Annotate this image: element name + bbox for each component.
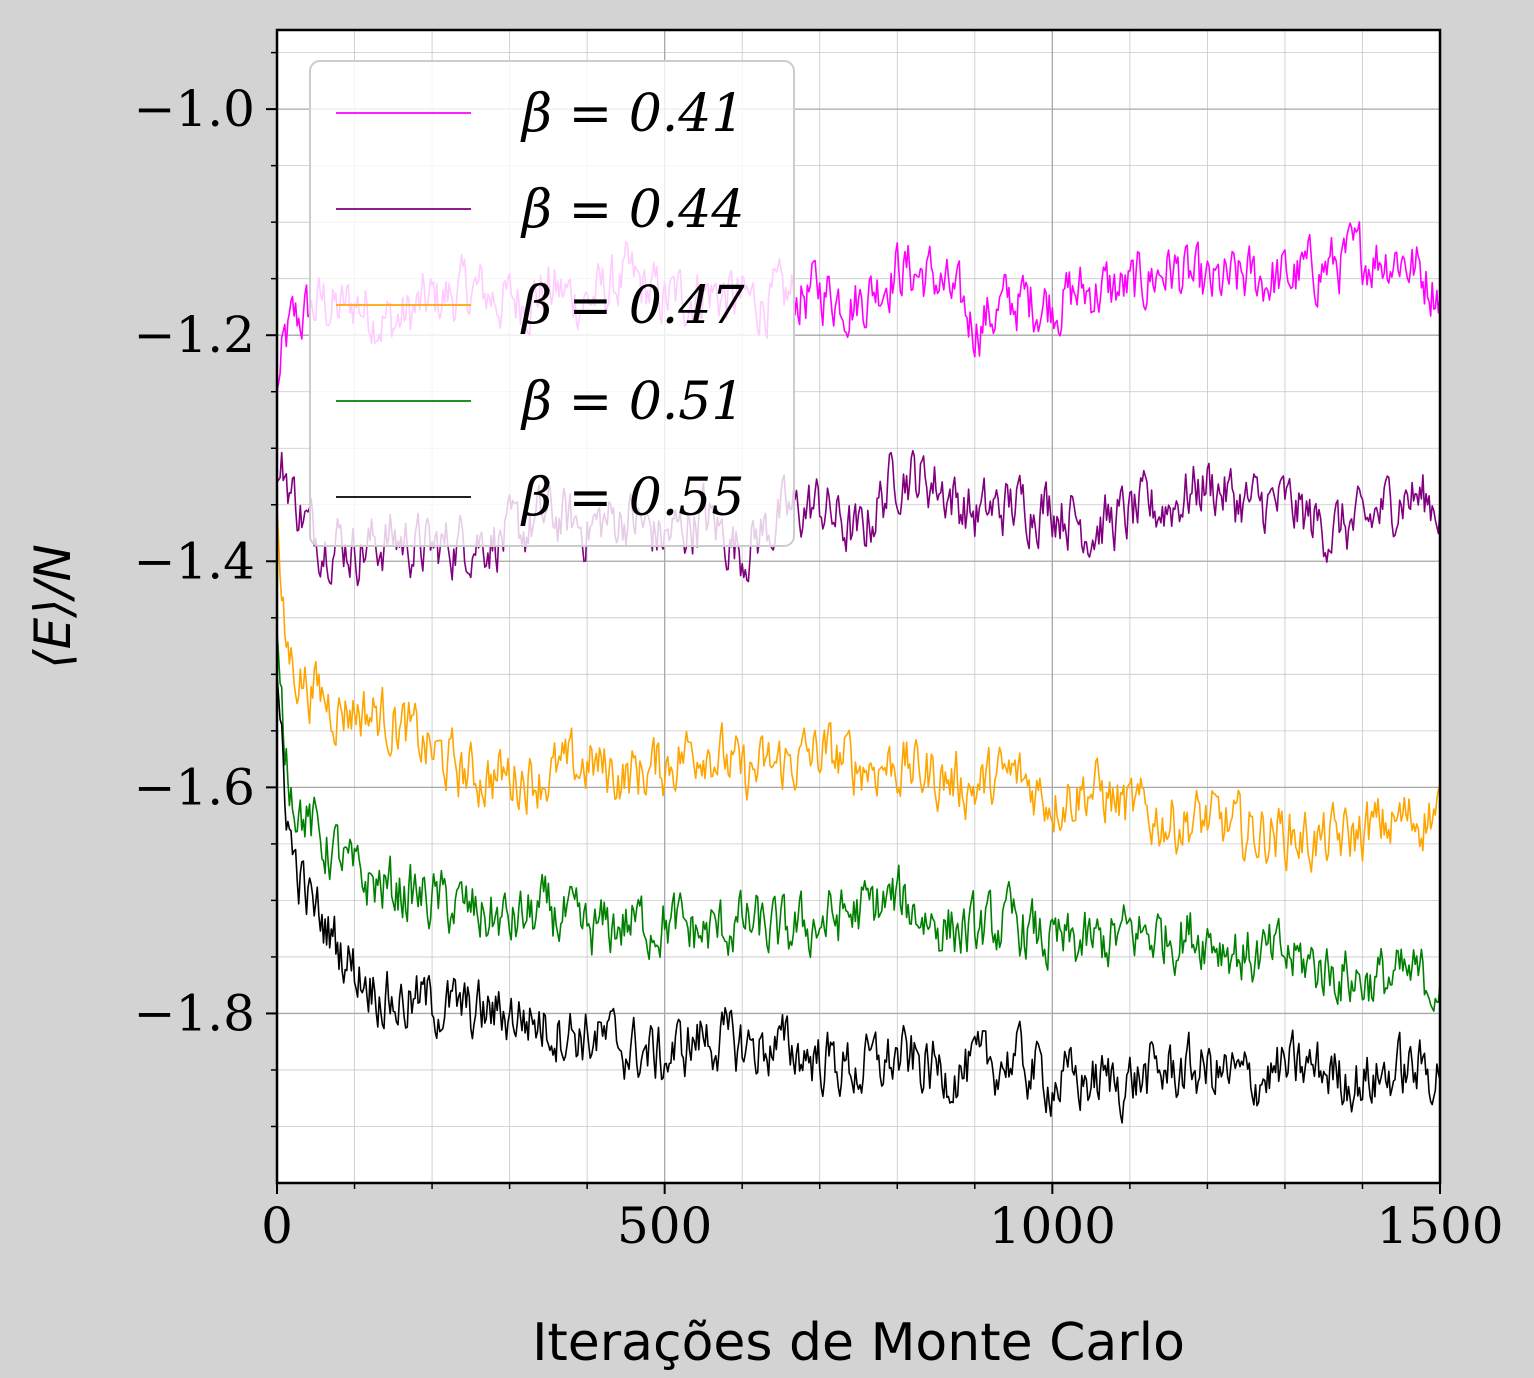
legend-label-4: β = 0.55 — [520, 468, 744, 528]
legend-label-1: β = 0.44 — [520, 180, 744, 240]
series-line-2 — [276, 504, 1441, 873]
series-line-1 — [276, 449, 1441, 587]
x-tick-label: 500 — [617, 1197, 712, 1255]
legend-box — [309, 60, 795, 547]
series-line-3 — [276, 629, 1441, 1012]
plot-frame — [275, 28, 1442, 1185]
legend-label-2: β = 0.47 — [520, 276, 745, 336]
x-tick-label: 1500 — [1376, 1197, 1503, 1255]
legend: β = 0.41 β = 0.44 β = 0.47 β = 0.51 β = 0.55 — [309, 60, 795, 547]
legend-label-3: β = 0.51 — [520, 372, 744, 432]
x-tick-label: 0 — [261, 1197, 293, 1255]
x-tick-label: 1000 — [989, 1197, 1116, 1255]
x-axis-label: Iterações de Monte Carlo — [532, 1313, 1185, 1373]
legend-label-0: β = 0.41 — [520, 84, 744, 144]
y-tick-label: −1.4 — [134, 532, 255, 590]
tick-labels: 0 500 1000 1500 −1.0 −1.2 −1.4 −1.6 −1.8 — [134, 80, 1504, 1255]
y-tick-label: −1.0 — [134, 80, 255, 138]
y-tick-label: −1.6 — [134, 758, 255, 816]
y-tick-label: −1.8 — [134, 984, 255, 1042]
series-line-4 — [276, 674, 1441, 1124]
axis-ticks — [266, 51, 1441, 1194]
y-tick-label: −1.2 — [134, 306, 255, 364]
y-axis-label: ⟨E⟩/N — [24, 544, 82, 669]
